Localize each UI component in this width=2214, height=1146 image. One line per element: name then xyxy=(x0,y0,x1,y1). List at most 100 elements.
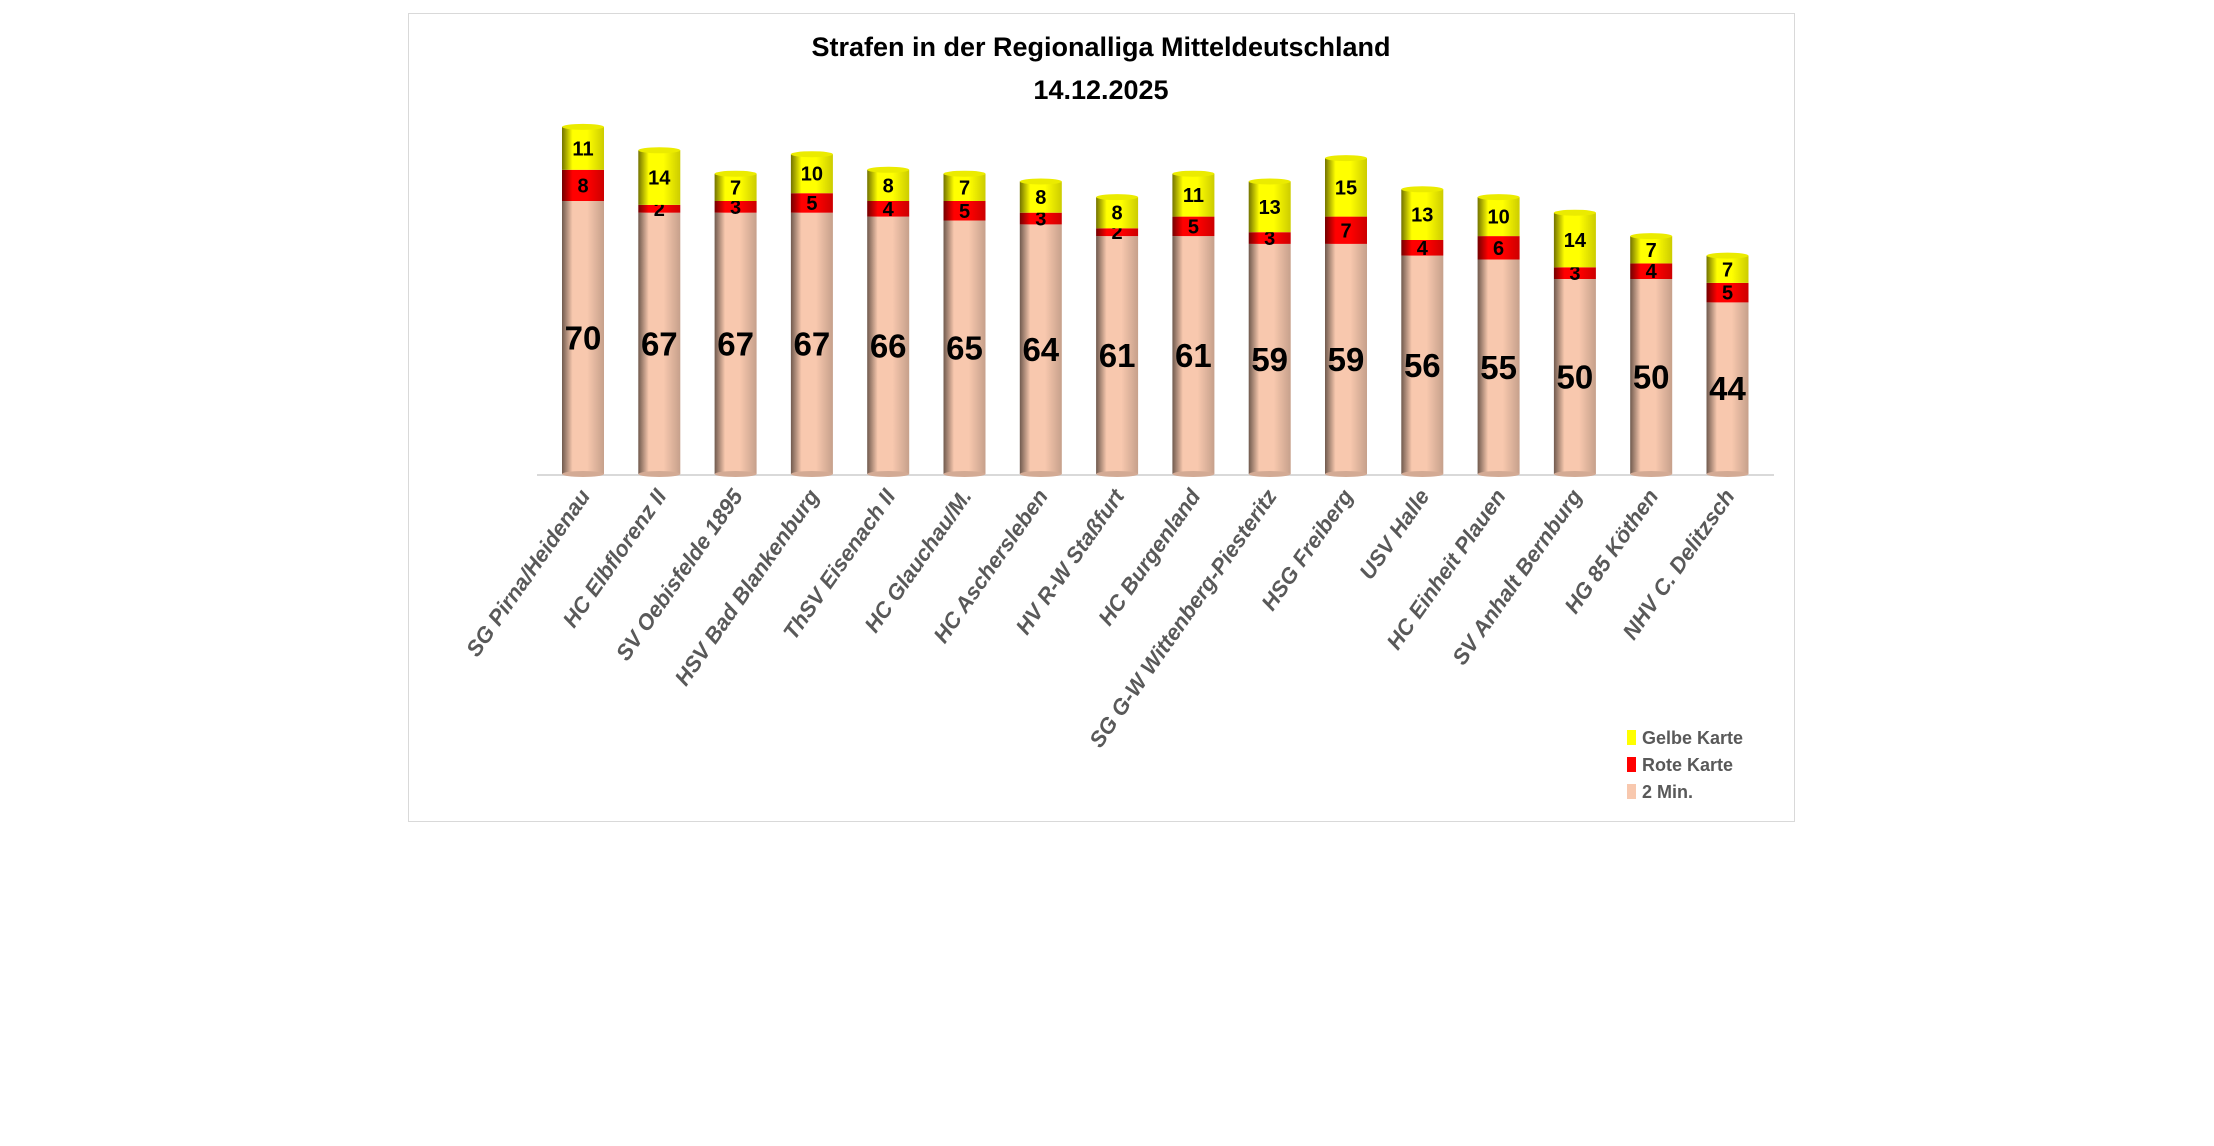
bar-segment-gelbe-karte xyxy=(1019,181,1062,213)
bar-segment-gelbe-karte xyxy=(1096,197,1139,229)
bar-segment-2-min- xyxy=(1096,236,1139,474)
data-label: 65 xyxy=(946,329,983,366)
data-label: 44 xyxy=(1709,370,1746,407)
bar-base xyxy=(1706,471,1749,477)
bar-segment-rote-karte xyxy=(562,169,604,201)
data-label: 3 xyxy=(730,197,741,219)
bar-cap xyxy=(1477,194,1520,201)
bar-segment-2-min- xyxy=(790,212,833,474)
data-label: 11 xyxy=(572,138,593,160)
bar-base xyxy=(638,471,681,477)
bar-segment-rote-karte xyxy=(867,201,910,217)
bar-segment-gelbe-karte xyxy=(714,173,757,201)
bar-segment-2-min- xyxy=(943,220,986,474)
legend-swatch xyxy=(1627,784,1636,799)
data-label: 67 xyxy=(794,325,831,362)
category-label: SG Pirna/Heidenau xyxy=(461,484,595,661)
bar-segment-rote-karte xyxy=(1477,236,1520,260)
bar-cap xyxy=(1553,209,1596,216)
data-label: 13 xyxy=(1411,205,1433,227)
data-label: 8 xyxy=(883,175,894,197)
bar-segment-2-min- xyxy=(867,216,910,474)
data-label: 14 xyxy=(648,168,671,190)
data-label: 64 xyxy=(1022,331,1059,368)
bar-segment-2-min- xyxy=(714,212,757,474)
bar-segment-2-min- xyxy=(1553,279,1596,474)
bar-base xyxy=(1553,471,1596,477)
category-label: USV Halle xyxy=(1354,485,1434,584)
data-label: 4 xyxy=(1646,261,1658,283)
data-label: 50 xyxy=(1633,359,1670,396)
data-label: 5 xyxy=(1722,283,1733,305)
data-label: 15 xyxy=(1335,177,1357,199)
data-label: 7 xyxy=(1340,220,1351,242)
data-label: 11 xyxy=(1183,185,1204,207)
data-label: 56 xyxy=(1404,347,1441,384)
data-label: 70 xyxy=(565,320,602,357)
bar-segment-gelbe-karte xyxy=(1553,212,1596,268)
bar-base xyxy=(1325,471,1367,477)
bar-segment-2-min- xyxy=(1401,255,1444,474)
data-label: 4 xyxy=(883,199,895,221)
data-label: 6 xyxy=(1493,238,1504,260)
bar-segment-2-min- xyxy=(562,201,604,474)
chart-subtitle: 14.12.2025 xyxy=(1033,75,1168,105)
data-label: 8 xyxy=(1035,187,1046,209)
bar-segment-rote-karte xyxy=(1248,232,1291,244)
bar-cap xyxy=(867,166,910,173)
bar-cap xyxy=(1325,155,1367,162)
data-label: 7 xyxy=(730,177,741,199)
bar-segment-gelbe-karte xyxy=(562,126,604,170)
data-label: 2 xyxy=(654,199,665,221)
data-label: 59 xyxy=(1251,341,1288,378)
data-label: 10 xyxy=(1487,207,1509,229)
legend-swatch xyxy=(1627,757,1636,772)
bar-cap xyxy=(1172,170,1215,177)
legend-label: Rote Karte xyxy=(1642,755,1733,775)
legend: Gelbe Karte Rote Karte 2 Min. xyxy=(1627,728,1743,802)
bar-segment-rote-karte xyxy=(1553,267,1596,279)
bar-base xyxy=(867,471,910,477)
data-label: 66 xyxy=(870,327,907,364)
category-label: SV Anhalt Bernburg xyxy=(1447,484,1587,669)
chart-frame xyxy=(408,13,1795,822)
bar-cap xyxy=(1248,178,1291,185)
bars-group: 7081167214673767510664865576438612861511… xyxy=(562,123,1749,477)
bar-segment-2-min- xyxy=(1019,224,1062,474)
data-label: 7 xyxy=(1646,240,1657,262)
bar-segment-rote-karte xyxy=(1401,240,1444,256)
bar-segment-rote-karte xyxy=(1706,282,1749,303)
legend-swatch xyxy=(1627,730,1636,745)
bar-cap xyxy=(562,123,604,130)
legend-label: Gelbe Karte xyxy=(1642,728,1743,748)
bar-cap xyxy=(1706,252,1749,259)
data-label: 7 xyxy=(959,177,970,199)
bar-segment-gelbe-karte xyxy=(1630,236,1673,264)
bar-segment-gelbe-karte xyxy=(790,154,833,194)
bar-segment-rote-karte xyxy=(1172,216,1215,237)
bar-cap xyxy=(714,170,757,177)
bar-segment-rote-karte xyxy=(714,201,757,213)
bar-cap xyxy=(1096,194,1139,201)
data-label: 61 xyxy=(1175,337,1212,374)
data-label: 14 xyxy=(1564,230,1587,252)
data-label: 5 xyxy=(806,193,817,215)
bar-segment-rote-karte xyxy=(943,201,986,221)
bar-segment-2-min- xyxy=(1630,279,1673,474)
data-label: 5 xyxy=(959,201,970,223)
bar-cap xyxy=(1630,233,1673,240)
data-label: 50 xyxy=(1557,359,1594,396)
bar-cap xyxy=(943,170,986,177)
bar-segment-rote-karte xyxy=(1325,216,1367,244)
data-label: 67 xyxy=(641,325,678,362)
bar-segment-2-min- xyxy=(638,212,681,474)
bar-cap xyxy=(1401,186,1444,193)
data-label: 4 xyxy=(1417,238,1429,260)
bar-base xyxy=(1019,471,1062,477)
bar-base xyxy=(790,471,833,477)
bar-segment-2-min- xyxy=(1706,302,1749,474)
bar-segment-gelbe-karte xyxy=(1706,255,1749,283)
bar-base xyxy=(943,471,986,477)
bar-segment-rote-karte xyxy=(790,193,833,213)
